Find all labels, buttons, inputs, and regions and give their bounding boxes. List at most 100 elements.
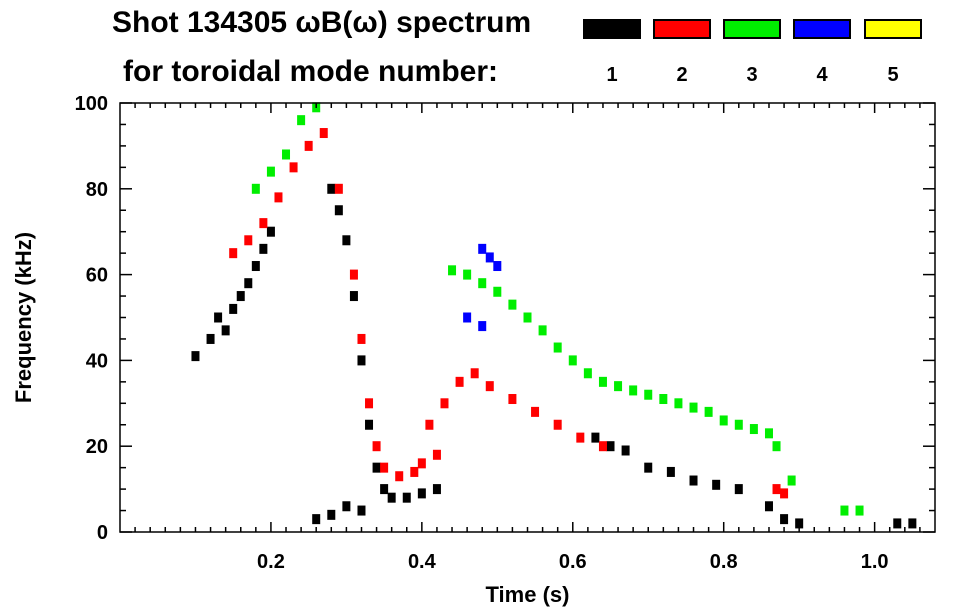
point-n-1 (259, 243, 268, 254)
point-n-3 (463, 269, 472, 280)
point-n-3 (448, 265, 457, 276)
point-n-1 (357, 505, 366, 516)
point-n-3 (538, 325, 547, 336)
x-tick-label: 0.2 (257, 551, 285, 573)
point-n-1 (244, 278, 253, 289)
point-n-3 (855, 505, 864, 516)
point-n-2 (470, 368, 479, 379)
point-n-2 (553, 419, 562, 430)
point-n-3 (764, 428, 773, 439)
point-n-2 (334, 183, 343, 194)
point-n-2 (274, 192, 283, 203)
point-n-1 (214, 312, 223, 323)
y-tick-label: 80 (86, 179, 108, 201)
point-n-1 (365, 419, 374, 430)
point-n-3 (583, 368, 592, 379)
point-n-1 (795, 518, 804, 529)
point-n-3 (734, 419, 743, 430)
point-n-2 (417, 458, 426, 469)
point-n-1 (644, 462, 653, 473)
point-n-2 (772, 484, 781, 495)
point-n-1 (606, 441, 615, 452)
y-axis-label: Frequency (kHz) (11, 232, 36, 403)
point-n-1 (780, 514, 789, 525)
point-n-3 (568, 355, 577, 366)
point-n-2 (485, 381, 494, 392)
point-n-3 (553, 342, 562, 353)
point-n-1 (417, 488, 426, 499)
point-n-3 (282, 149, 291, 160)
point-n-1 (191, 351, 200, 362)
point-n-3 (704, 406, 713, 417)
point-n-4 (463, 312, 472, 323)
point-n-4 (478, 243, 487, 254)
point-n-3 (266, 166, 275, 177)
data-marks (191, 102, 917, 529)
point-n-3 (689, 402, 698, 413)
point-n-1 (327, 183, 336, 194)
point-n-3 (840, 505, 849, 516)
point-n-2 (531, 406, 540, 417)
point-n-3 (772, 441, 781, 452)
point-n-1 (689, 475, 698, 486)
y-tick-label: 100 (75, 93, 108, 115)
point-n-3 (493, 286, 502, 297)
point-n-3 (614, 381, 623, 392)
point-n-3 (629, 385, 638, 396)
point-n-2 (395, 471, 404, 482)
point-n-1 (380, 484, 389, 495)
legend-label-mode-3: 3 (746, 64, 758, 86)
point-n-2 (319, 128, 328, 139)
point-n-1 (251, 261, 260, 272)
chart-title-line2: for toroidal mode number: (123, 55, 498, 88)
y-tick-label: 60 (86, 265, 108, 287)
legend-swatch-mode-5 (864, 19, 922, 39)
point-n-1 (349, 291, 358, 302)
y-tick-label: 40 (86, 350, 108, 372)
legend-label-mode-4: 4 (816, 64, 828, 86)
x-tick-label: 0.6 (559, 551, 587, 573)
point-n-4 (493, 261, 502, 272)
point-n-2 (508, 394, 517, 405)
legend-swatch-mode-4 (793, 19, 851, 39)
point-n-3 (787, 475, 796, 486)
point-n-1 (893, 518, 902, 529)
axis-ticks: 0.2 0.4 0.6 0.8 1.0 0 20 40 60 80 100 (75, 93, 935, 573)
point-n-1 (229, 303, 238, 314)
legend-label-mode-5: 5 (887, 64, 899, 86)
point-n-2 (304, 140, 313, 151)
point-n-2 (372, 441, 381, 452)
point-n-2 (259, 218, 268, 229)
point-n-1 (266, 226, 275, 237)
point-n-1 (908, 518, 917, 529)
point-n-3 (297, 115, 306, 126)
point-n-1 (327, 509, 336, 520)
point-n-1 (432, 484, 441, 495)
point-n-3 (659, 394, 668, 405)
legend-swatch-mode-2 (653, 19, 711, 39)
point-n-3 (598, 376, 607, 387)
point-n-3 (478, 278, 487, 289)
point-n-1 (372, 462, 381, 473)
point-n-3 (251, 183, 260, 194)
point-n-1 (764, 501, 773, 512)
point-n-2 (244, 235, 253, 246)
legend-label-mode-1: 1 (606, 64, 618, 86)
point-n-2 (598, 441, 607, 452)
point-n-2 (425, 419, 434, 430)
point-n-1 (666, 466, 675, 477)
point-n-2 (432, 449, 441, 460)
y-tick-label: 20 (86, 436, 108, 458)
point-n-4 (485, 252, 494, 263)
point-n-1 (342, 235, 351, 246)
point-n-1 (312, 514, 321, 525)
point-n-2 (455, 376, 464, 387)
x-tick-label: 0.8 (710, 551, 738, 573)
point-n-1 (334, 205, 343, 216)
point-n-3 (674, 398, 683, 409)
point-n-2 (365, 398, 374, 409)
x-tick-label: 1.0 (861, 551, 889, 573)
point-n-3 (719, 415, 728, 426)
point-n-1 (221, 325, 230, 336)
